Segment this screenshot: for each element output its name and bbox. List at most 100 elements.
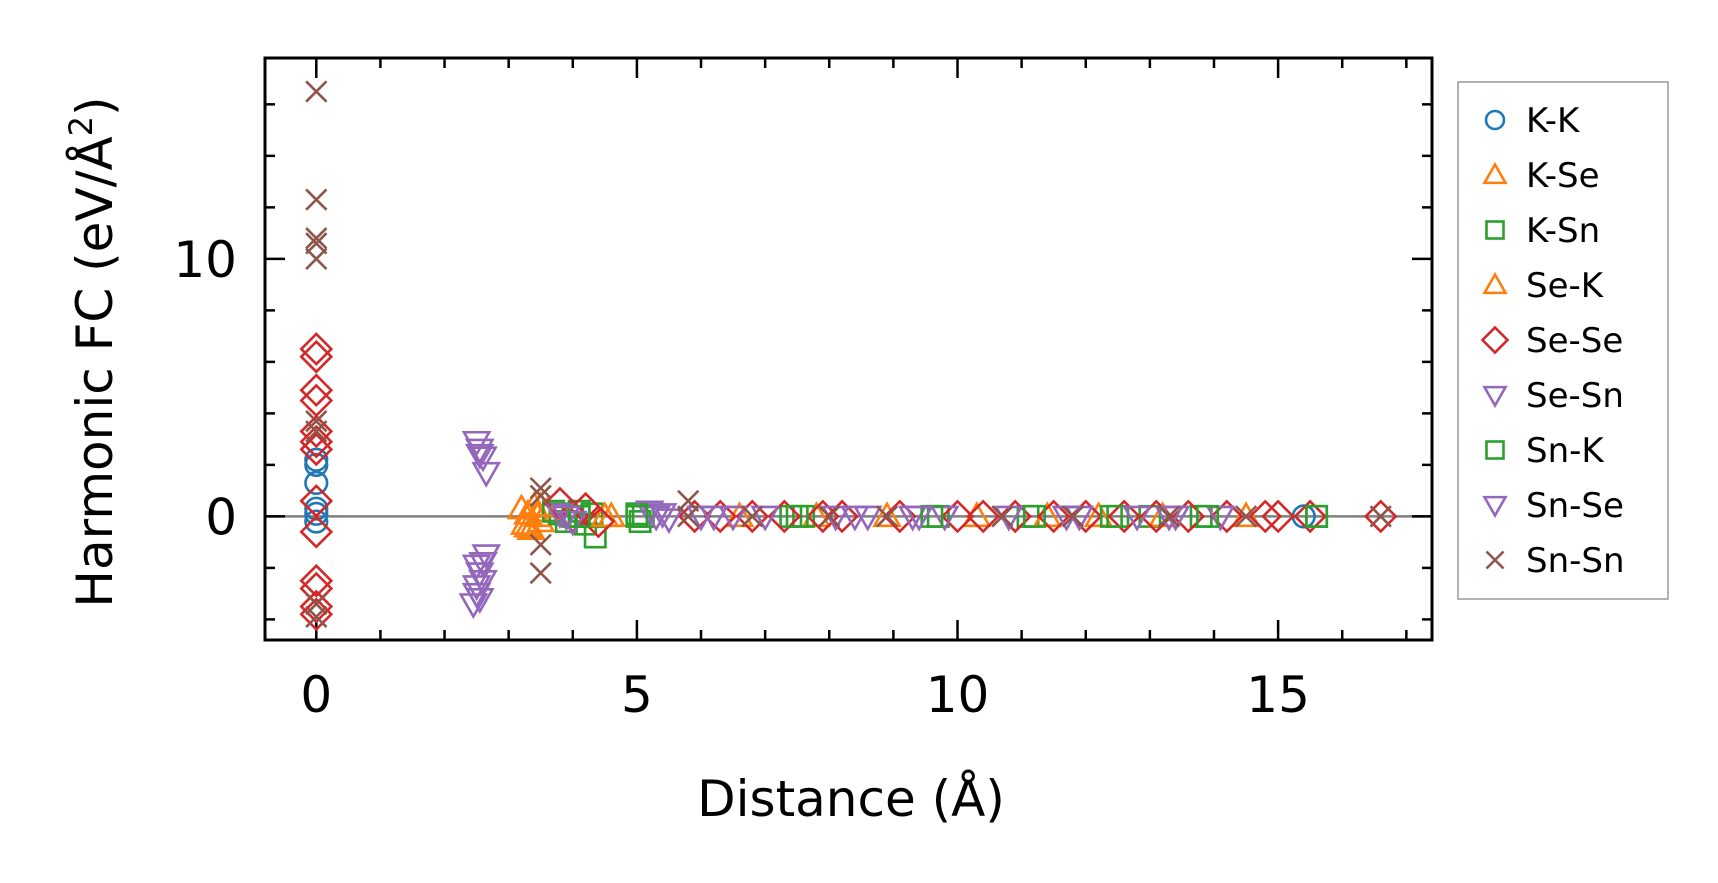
data-point-sn-se	[461, 575, 492, 602]
data-point-sn-k	[785, 504, 809, 528]
data-point-se-se	[1248, 499, 1283, 534]
data-point-se-sn	[557, 510, 588, 537]
data-point-sn-k	[1196, 504, 1220, 528]
data-point-se-sn	[929, 505, 960, 532]
data-point-se-sn	[468, 570, 498, 596]
data-point-se-k	[872, 501, 902, 528]
data-point-se-se	[299, 383, 334, 418]
data-point-sn-k	[1022, 504, 1046, 528]
legend-label-se-sn: Se-Sn	[1526, 376, 1624, 416]
data-point-sn-sn	[305, 227, 328, 250]
data-point-se-sn	[468, 446, 498, 473]
data-point-sn-sn	[1157, 505, 1181, 528]
data-point-sn-sn	[677, 489, 700, 513]
data-point-se-sn	[471, 461, 502, 488]
data-point-sn-sn	[818, 505, 841, 528]
legend-label-sn-sn: Sn-Sn	[1526, 541, 1625, 581]
legend-label-sn-se: Sn-Se	[1526, 486, 1624, 526]
data-point-se-sn	[750, 505, 780, 532]
data-point-se-se	[299, 339, 334, 374]
data-point-sn-se	[647, 503, 678, 530]
y-tick-label: 10	[173, 231, 237, 289]
legend-label-se-k: Se-K	[1526, 266, 1605, 306]
data-point-sn-se	[840, 505, 870, 532]
legend-label-se-se: Se-Se	[1526, 321, 1623, 361]
data-point-k-k	[304, 501, 329, 526]
data-point-k-k	[304, 509, 329, 534]
data-point-se-sn	[654, 508, 684, 535]
x-tick-label: 0	[300, 666, 332, 724]
data-point-sn-sn	[529, 561, 552, 585]
x-axis-title: Distance (Å)	[697, 770, 1005, 828]
legend-marker-sn-se	[1482, 495, 1508, 519]
data-point-sn-sn	[305, 605, 328, 628]
data-point-se-se	[299, 373, 334, 408]
x-tick-label: 15	[1246, 666, 1310, 724]
series-sn-sn	[305, 80, 1392, 628]
data-point-sn-sn	[1234, 505, 1258, 528]
x-tick-label: 10	[926, 666, 990, 724]
y-axis-title-main: Harmonic FC (eV/Å	[66, 136, 124, 607]
series-sn-se	[461, 443, 1184, 615]
series-sn-k	[567, 504, 1329, 528]
data-point-sn-k	[1305, 504, 1329, 528]
data-point-sn-sn	[305, 232, 328, 255]
data-point-sn-sn	[529, 476, 552, 500]
data-point-k-se	[1083, 501, 1114, 528]
data-point-sn-se	[904, 505, 934, 532]
legend-marker-se-se	[1480, 325, 1510, 355]
data-point-k-k	[304, 447, 329, 472]
data-point-se-se	[299, 332, 334, 366]
data-point-se-se	[299, 515, 334, 549]
data-point-sn-se	[468, 551, 498, 578]
data-point-sn-sn	[305, 80, 328, 103]
y-axis-title: Harmonic FC (eV/Å2)	[62, 96, 124, 607]
y-axis-title-superscript: 2	[62, 116, 100, 136]
data-point-se-sn	[545, 503, 575, 530]
data-point-se-se	[966, 499, 1000, 534]
data-point-se-se	[1293, 499, 1328, 534]
data-point-sn-sn	[529, 484, 552, 507]
legend-marker-k-k	[1484, 109, 1506, 131]
data-point-sn-se	[464, 443, 495, 470]
data-point-k-se	[516, 514, 546, 541]
data-point-sn-se	[699, 505, 729, 532]
data-point-se-se	[825, 499, 859, 534]
data-point-se-se	[1107, 499, 1142, 534]
legend-label-k-k: K-K	[1526, 101, 1581, 141]
legend-marker-k-sn	[1485, 220, 1505, 240]
data-point-sn-sn	[991, 505, 1014, 528]
data-point-sn-sn	[1061, 505, 1085, 528]
y-axis-title-close: )	[66, 96, 124, 116]
data-point-k-se	[509, 508, 540, 535]
data-point-sn-sn	[305, 420, 328, 443]
data-point-se-se	[299, 432, 334, 467]
data-point-se-se	[1261, 499, 1295, 534]
data-point-sn-sn	[875, 505, 899, 528]
legend-marker-k-se	[1482, 161, 1508, 185]
data-point-sn-sn	[741, 505, 764, 528]
data-point-se-se	[299, 424, 334, 459]
data-point-sn-k	[1099, 504, 1123, 528]
data-point-se-sn	[718, 505, 748, 532]
data-point-se-se	[299, 589, 334, 624]
data-point-k-k	[304, 470, 329, 496]
data-point-sn-se	[551, 505, 582, 532]
data-point-se-sn	[1205, 505, 1236, 532]
data-point-se-se	[299, 563, 334, 598]
legend-label-sn-k: Sn-K	[1526, 431, 1605, 471]
data-point-sn-sn	[677, 505, 700, 528]
data-point-sn-sn	[305, 188, 328, 211]
data-point-se-sn	[1122, 505, 1152, 532]
legend-marker-se-k	[1482, 271, 1508, 295]
legend-marker-se-sn	[1482, 385, 1508, 409]
data-point-sn-sn	[305, 247, 328, 270]
data-point-sn-se	[1154, 505, 1184, 532]
data-point-se-se	[299, 414, 334, 449]
data-point-sn-sn	[529, 533, 552, 556]
data-point-se-se	[299, 597, 334, 632]
legend-label-k-se: K-Se	[1526, 156, 1600, 196]
legend-marker-sn-k	[1485, 440, 1505, 460]
legend-label-k-sn: K-Sn	[1526, 211, 1600, 251]
y-tick-label: 0	[205, 488, 237, 546]
